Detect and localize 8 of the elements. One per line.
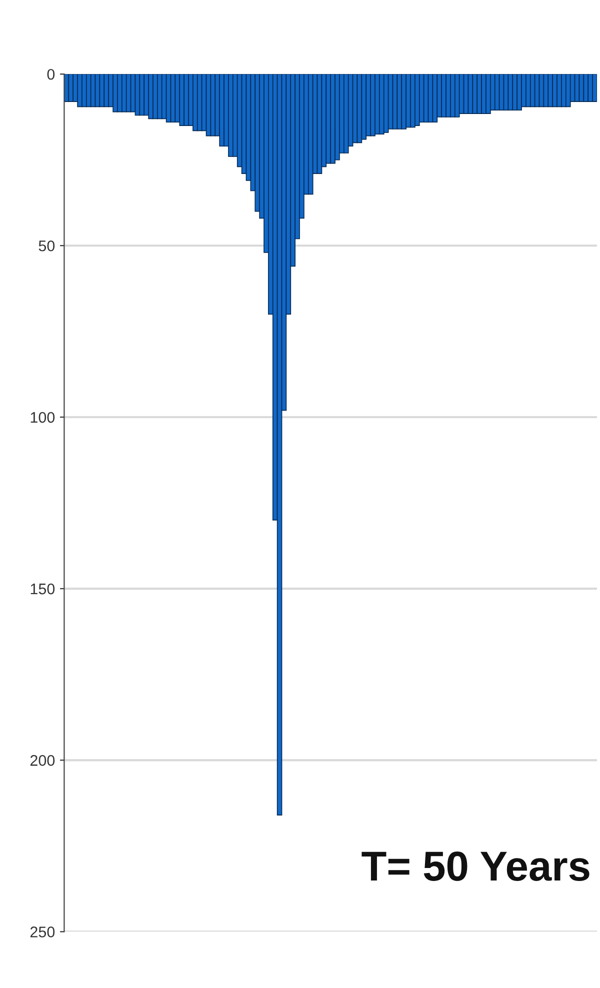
y-tick-label: 100: [30, 412, 55, 423]
y-tick-label: 150: [30, 584, 55, 594]
y-tick-label: 0: [47, 68, 55, 80]
annotation: T= 50 Years: [362, 851, 590, 881]
bar: [276, 74, 282, 816]
y-tick-label: 250: [30, 926, 55, 938]
y-tick-label: 50: [38, 240, 55, 252]
y-tick-label: 200: [30, 755, 55, 766]
